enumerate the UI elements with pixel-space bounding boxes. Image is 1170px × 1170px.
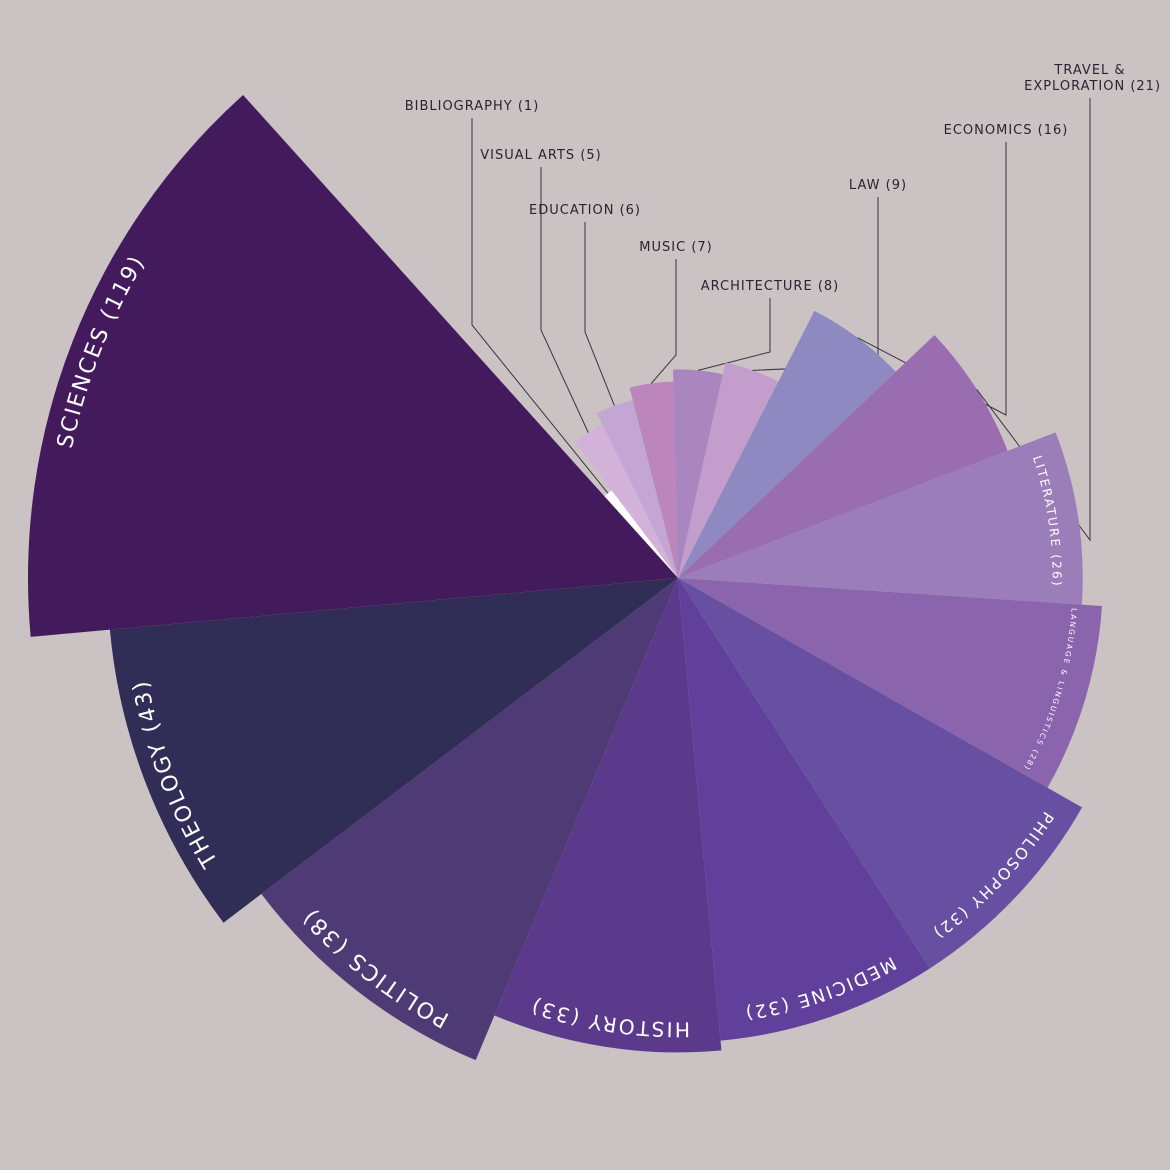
sector	[678, 310, 896, 578]
sector	[494, 578, 722, 1053]
value-label: (6)	[620, 203, 641, 218]
sector	[678, 432, 1083, 605]
category-label: LAW (9)	[849, 178, 907, 193]
sector	[574, 424, 678, 578]
category-name: MUSIC	[639, 240, 686, 255]
sector	[678, 362, 779, 578]
sector	[678, 335, 1008, 578]
category-label: EDUCATION (6)	[529, 203, 641, 218]
leader-line	[471, 118, 609, 494]
value-label: (26)	[1049, 554, 1064, 588]
category-name: LAW	[849, 178, 881, 193]
sector	[678, 578, 1083, 969]
category-label: ECONOMICS (16)	[944, 123, 1069, 138]
sector	[27, 94, 678, 637]
category-name: ECONOMICS	[944, 123, 1033, 138]
sector	[678, 578, 1102, 788]
category-name: ARCHITECTURE	[701, 279, 813, 294]
leader-line	[650, 259, 677, 384]
sector	[109, 578, 679, 923]
sector	[596, 399, 678, 578]
value-label: (8)	[818, 279, 839, 294]
leader-line	[584, 222, 615, 406]
category-name: TRAVEL & EXPLORATION	[1019, 63, 1126, 94]
category-label: ARCHITECTURE (8)	[701, 279, 839, 294]
category-label: MUSIC (7)	[639, 240, 712, 255]
value-label: (9)	[886, 178, 907, 193]
leader-line	[540, 167, 589, 433]
value-label: (16)	[1038, 123, 1069, 138]
sector	[261, 578, 678, 1061]
sector	[629, 381, 678, 578]
sector	[678, 578, 930, 1041]
category-name: BIBLIOGRAPHY	[405, 99, 513, 114]
category-label: VISUAL ARTS (5)	[480, 148, 602, 163]
sector	[673, 369, 723, 578]
value-label: (21)	[1130, 79, 1161, 94]
sector	[604, 490, 678, 578]
category-name: EDUCATION	[529, 203, 614, 218]
value-label: (1)	[518, 99, 539, 114]
category-name: VISUAL ARTS	[480, 148, 575, 163]
leader-line	[697, 298, 771, 371]
value-label: (5)	[580, 148, 601, 163]
value-label: (7)	[691, 240, 712, 255]
category-label: BIBLIOGRAPHY (1)	[405, 99, 540, 114]
leader-line	[976, 98, 1091, 542]
category-label: TRAVEL & EXPLORATION (21)	[1019, 63, 1161, 94]
